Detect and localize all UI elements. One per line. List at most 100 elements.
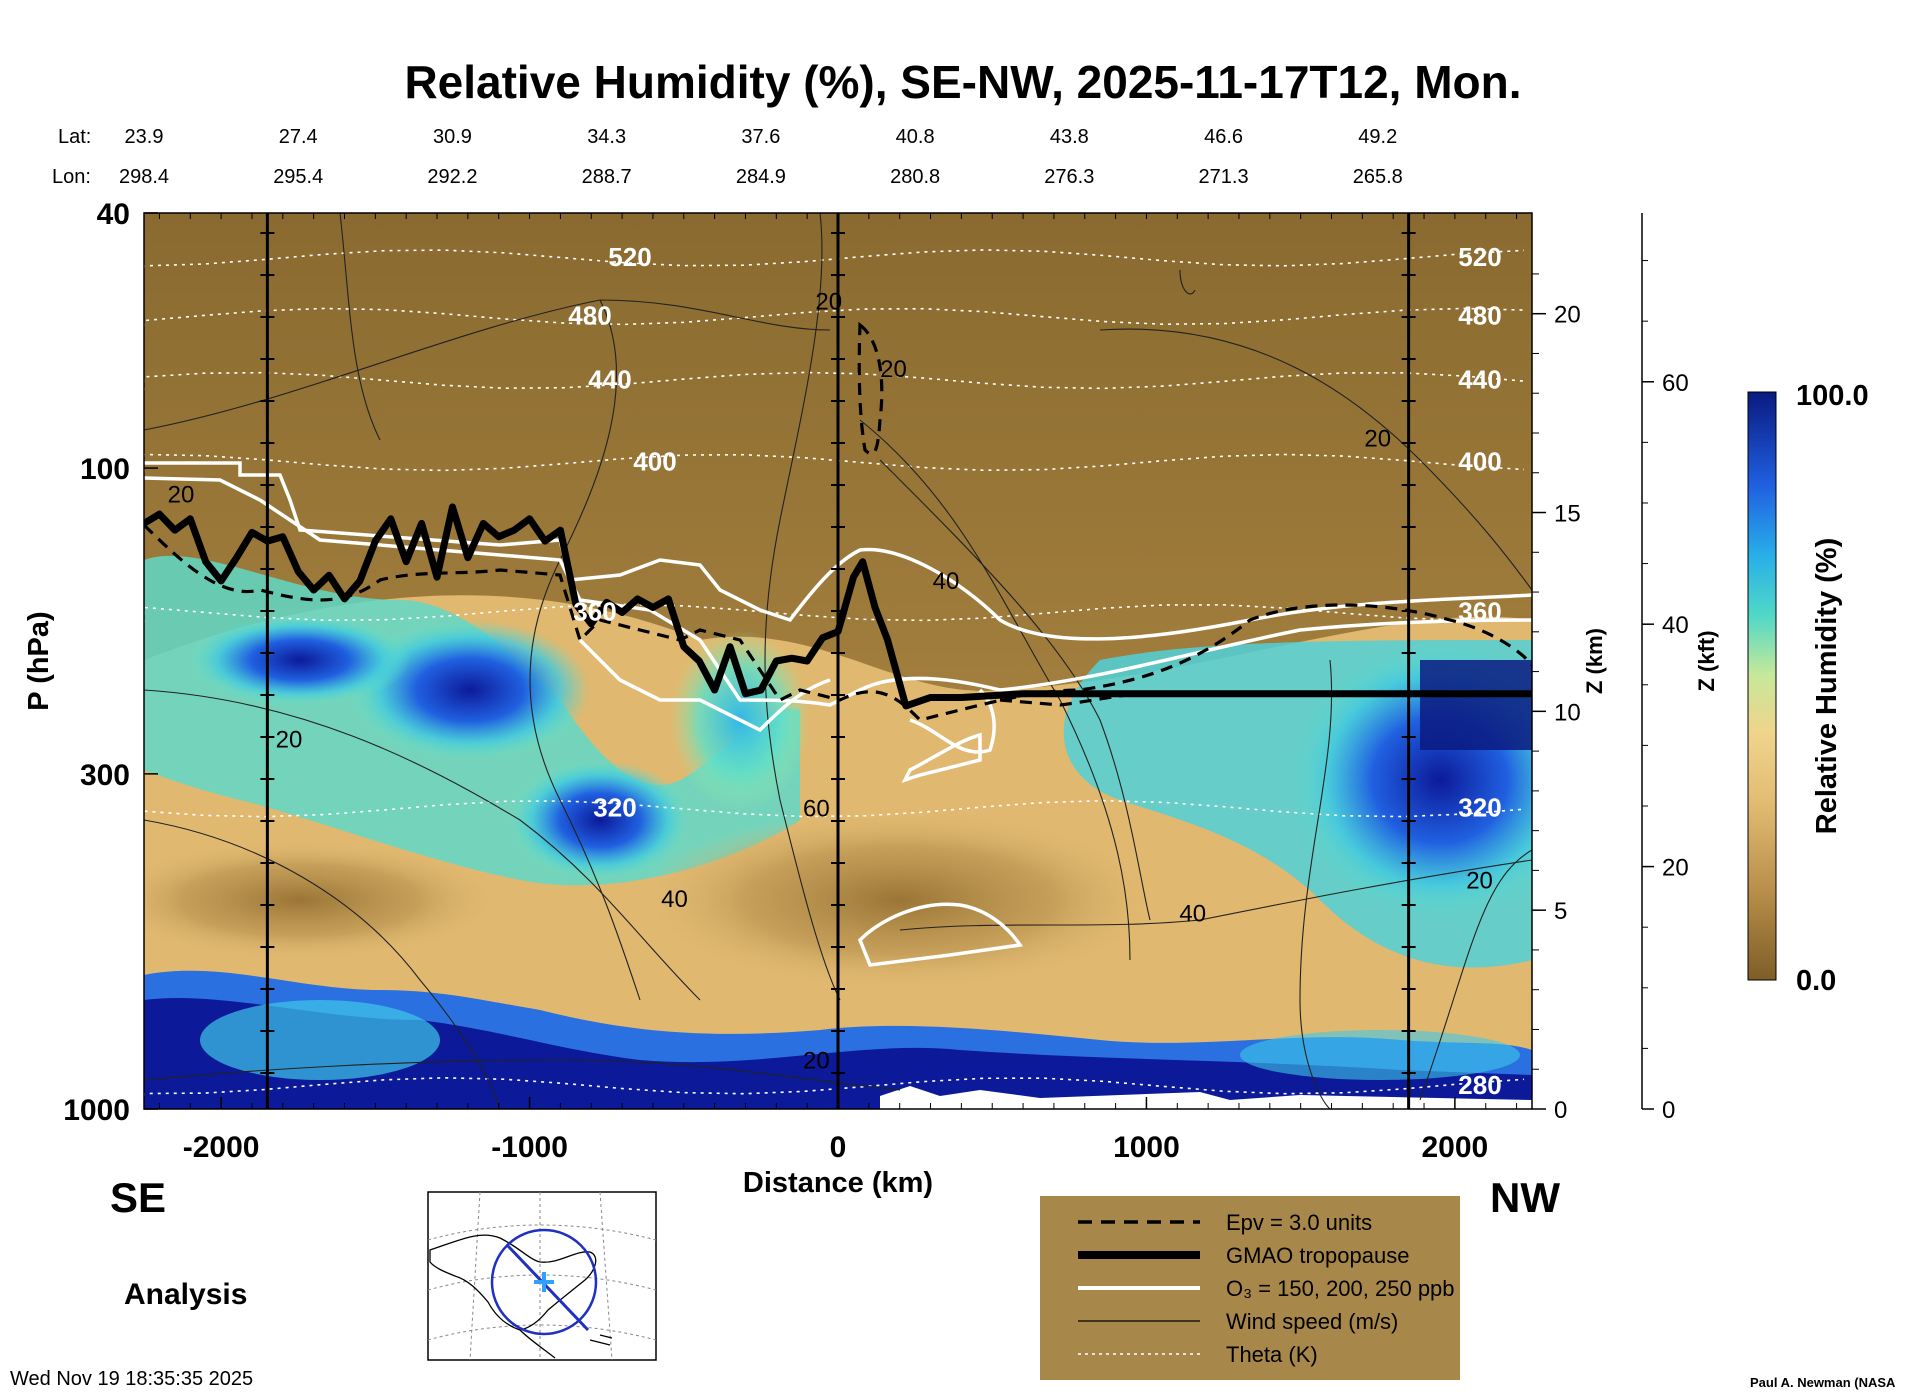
wind-speed-label: 20	[1364, 426, 1391, 453]
z-km-tick-label: 10	[1554, 699, 1581, 726]
theta-label: 440	[588, 364, 631, 394]
dry-lobe-center	[640, 810, 1160, 990]
lat-value: 37.6	[741, 126, 780, 148]
lon-value: 295.4	[273, 166, 323, 188]
z-kft-tick-label: 0	[1662, 1097, 1675, 1124]
ozone-contour	[578, 638, 831, 733]
wind-speed-label: 20	[168, 482, 195, 509]
wind-contour	[899, 859, 1532, 931]
lat-value: 43.8	[1050, 126, 1089, 148]
z-km-tick-label: 20	[1554, 302, 1581, 329]
theta-lines	[144, 249, 1525, 1096]
theta-label: 400	[1458, 446, 1501, 476]
lon-value: 298.4	[119, 166, 169, 188]
tropopause-line	[144, 503, 1532, 710]
lon-value: 265.8	[1353, 166, 1403, 188]
theta-label: 520	[1458, 242, 1501, 272]
credit: Paul A. Newman (NASA	[1750, 1375, 1896, 1390]
theta-line	[144, 1077, 1525, 1096]
x-tick-label: -1000	[491, 1131, 568, 1164]
theta-line	[144, 453, 1525, 473]
map-gridlines	[427, 1191, 657, 1361]
wind-contour	[529, 299, 641, 1001]
theta-label: 400	[633, 446, 676, 476]
moist-core-left	[350, 620, 590, 760]
x-tick-label: 0	[830, 1131, 847, 1164]
legend-label: Theta (K)	[1226, 1342, 1318, 1367]
lon-label: Lon:	[52, 166, 91, 188]
wind-speed-label: 40	[933, 568, 960, 595]
lat-value: 49.2	[1358, 126, 1397, 148]
ozone-contour	[144, 476, 1532, 707]
wind-contour	[764, 213, 841, 1001]
lat-value: 40.8	[896, 126, 935, 148]
map-coastline	[429, 1234, 597, 1331]
dry-lobe-left	[144, 840, 500, 960]
legend-label: O₃ = 150, 200, 250 ppb	[1226, 1276, 1455, 1301]
x-tick-label: 2000	[1422, 1131, 1489, 1164]
moist-core-right2	[1420, 660, 1532, 750]
wind-contour	[879, 459, 1151, 921]
z-km-tick-label: 0	[1554, 1097, 1567, 1124]
nw-direction-label: NW	[1490, 1174, 1560, 1221]
lat-label: Lat:	[58, 126, 91, 148]
rh-field	[144, 213, 1532, 1109]
lon-value: 276.3	[1044, 166, 1094, 188]
epv-contour	[857, 321, 884, 456]
lat-lon-values: 23.9 298.4 27.4 295.4 30.9 292.2 34.3 288.7 37.6…	[119, 126, 1403, 188]
theta-label: 280	[1458, 1070, 1501, 1100]
wind-contour	[144, 819, 501, 1109]
theta-labels: 520 520 480 480 440 440 400 400 360 360 320 320 280	[568, 242, 1501, 1100]
lat-value: 34.3	[587, 126, 626, 148]
wind-speed-label: 40	[1179, 900, 1206, 927]
ozone-contour	[144, 461, 1532, 641]
wind-contour	[144, 689, 701, 1001]
lat-value: 46.6	[1204, 126, 1243, 148]
ozone-contour	[857, 902, 1023, 967]
moist-core-left2	[190, 615, 410, 705]
legend-label: GMAO tropopause	[1226, 1243, 1409, 1268]
lat-value: 27.4	[279, 126, 318, 148]
analysis-label: Analysis	[124, 1278, 247, 1311]
colorbar-min-label: 0.0	[1796, 965, 1836, 997]
inset-map	[427, 1191, 657, 1361]
y-tick-label: 300	[80, 759, 130, 792]
wind-speed-label: 20	[276, 726, 303, 753]
z-kft-axis: 0 20 40 60	[1641, 213, 1689, 1124]
legend-label: Wind speed (m/s)	[1226, 1309, 1398, 1334]
colorbar-max-label: 100.0	[1796, 380, 1869, 412]
wind-speed-label: 20	[815, 289, 842, 316]
wind-speed-label: 20	[803, 1047, 830, 1074]
surface-mask	[880, 1086, 1532, 1109]
theta-label: 320	[593, 793, 636, 823]
lat-value: 23.9	[125, 126, 164, 148]
se-direction-label: SE	[110, 1174, 166, 1221]
theta-line	[144, 307, 1525, 327]
vertical-reference-lines	[260, 213, 1416, 1109]
map-coastline	[519, 1329, 556, 1359]
z-kft-tick-label: 40	[1662, 612, 1689, 639]
z-kft-tick-label: 20	[1662, 855, 1689, 882]
z-kft-axis-title: Z (kft)	[1694, 630, 1719, 691]
z-kft-tick-label: 60	[1662, 370, 1689, 397]
lon-value: 280.8	[890, 166, 940, 188]
ozone-contours	[144, 461, 1532, 967]
legend: Epv = 3.0 units GMAO tropopause O₃ = 150, …	[1078, 1210, 1455, 1367]
epv-contours	[144, 321, 1532, 722]
theta-line	[144, 249, 1525, 268]
wind-labels: 20 20 40 60 20 20 20 40 40 20 20	[168, 289, 1493, 1075]
lon-value: 288.7	[582, 166, 632, 188]
lon-value: 292.2	[427, 166, 477, 188]
theta-label: 480	[1458, 300, 1501, 330]
theta-label: 320	[1458, 793, 1501, 823]
wind-speed-label: 20	[1466, 867, 1493, 894]
x-tick-label: -2000	[183, 1131, 260, 1164]
y-axis: 40 100 300 1000	[63, 198, 158, 1127]
wind-contour	[1419, 849, 1532, 1101]
theta-label: 520	[608, 242, 651, 272]
x-tick-label: 1000	[1113, 1131, 1180, 1164]
wind-speed-label: 60	[803, 796, 830, 823]
theta-label: 360	[1458, 596, 1501, 626]
lon-value: 271.3	[1199, 166, 1249, 188]
